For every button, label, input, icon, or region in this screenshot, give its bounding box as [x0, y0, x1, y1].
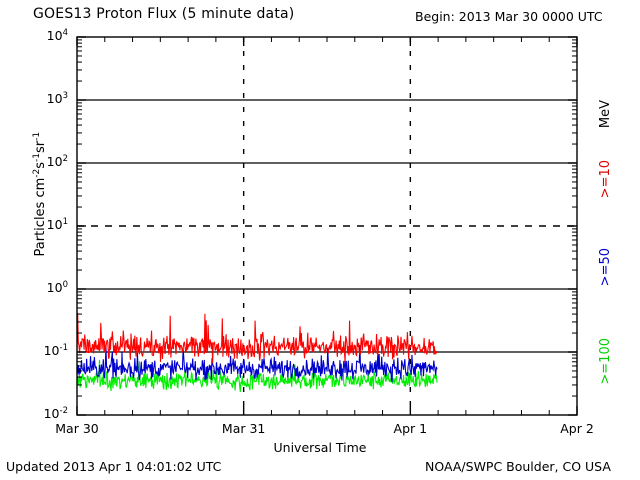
legend-series-ge10: >=10: [598, 160, 613, 199]
source-attribution: NOAA/SWPC Boulder, CO USA: [425, 459, 611, 474]
y-tick-label: 10-1: [24, 343, 68, 358]
y-tick-exponent: 2: [62, 154, 68, 164]
y-tick-exponent: -2: [59, 406, 68, 416]
y-tick-exponent: 1: [62, 217, 68, 227]
page-title: GOES13 Proton Flux (5 minute data): [33, 6, 295, 22]
legend-series-ge50: >=50: [598, 248, 613, 287]
x-axis-label: Universal Time: [273, 440, 367, 455]
y-tick-label: 102: [24, 154, 68, 169]
y-tick-exponent: 4: [62, 28, 68, 38]
begin-time-label: Begin: 2013 Mar 30 0000 UTC: [415, 9, 603, 24]
y-tick-exponent: -1: [59, 343, 68, 353]
updated-timestamp: Updated 2013 Apr 1 04:01:02 UTC: [6, 459, 222, 474]
y-tick-mantissa: 10: [46, 28, 63, 44]
y-tick-label: 103: [24, 91, 68, 106]
y-tick-mantissa: 10: [46, 154, 63, 170]
y-tick-label: 100: [24, 280, 68, 295]
y-tick-exponent: 0: [62, 280, 68, 290]
y-tick-label: 10-2: [24, 406, 68, 421]
series-trace--50-mev: [76, 344, 438, 383]
series-trace--10-mev: [76, 312, 438, 364]
y-tick-label: 104: [24, 28, 68, 43]
y-tick-mantissa: 10: [43, 343, 60, 359]
y-tick-label: 101: [24, 217, 68, 232]
x-tick-label: Mar 31: [221, 421, 266, 436]
x-tick-label: Mar 30: [55, 421, 99, 436]
legend-unit-mev: MeV: [598, 100, 613, 129]
y-tick-mantissa: 10: [46, 217, 63, 233]
y-tick-mantissa: 10: [43, 406, 60, 422]
y-tick-mantissa: 10: [46, 280, 63, 296]
y-tick-exponent: 3: [62, 91, 68, 101]
y-tick-mantissa: 10: [46, 91, 63, 107]
x-tick-label: Apr 2: [560, 421, 594, 436]
legend-series-ge100: >=100: [598, 338, 613, 385]
x-tick-label: Apr 1: [393, 421, 428, 436]
